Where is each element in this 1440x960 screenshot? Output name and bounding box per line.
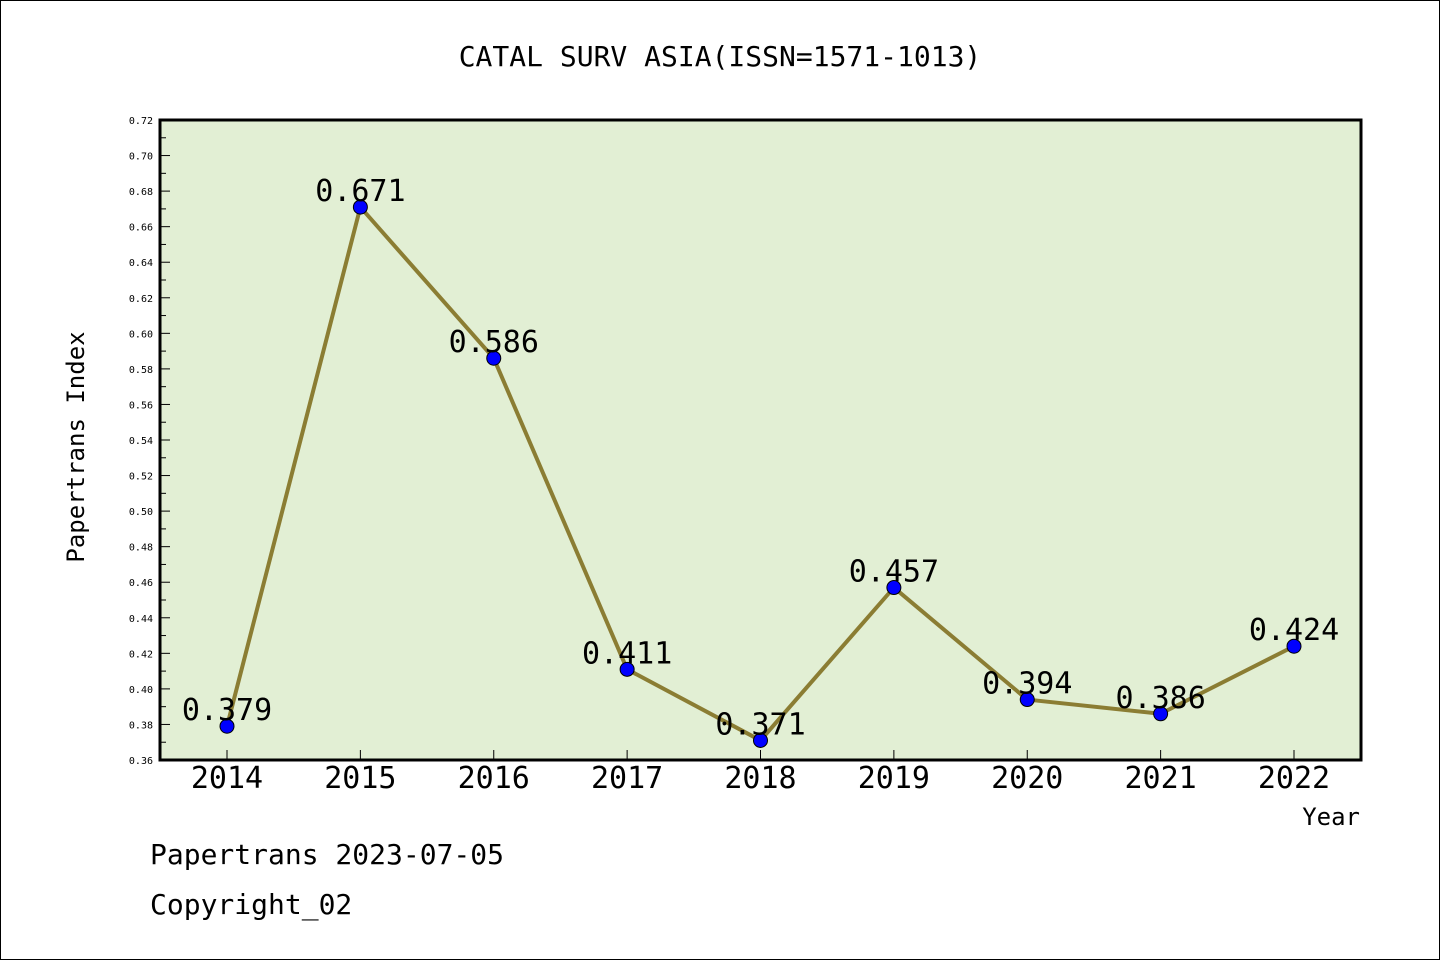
x-tick-label: 2015	[324, 761, 396, 796]
y-tick-label: 0.38	[129, 720, 153, 731]
data-point	[352, 199, 368, 215]
x-tick-label: 2019	[858, 761, 930, 796]
x-axis-label: Year	[1302, 803, 1360, 831]
y-tick-label: 0.42	[129, 649, 153, 660]
data-point	[486, 350, 502, 366]
plot-area	[160, 120, 1361, 760]
y-axis-label: Papertrans Index	[62, 331, 90, 562]
y-tick-label: 0.58	[129, 365, 153, 376]
x-tick-label: 2017	[591, 761, 663, 796]
y-tick-label: 0.70	[129, 152, 153, 163]
y-tick-label: 0.44	[129, 614, 153, 625]
plot-border	[158, 118, 1363, 762]
y-tick-label: 0.46	[129, 578, 153, 589]
y-axis: 0.36 0.38 0.40 0.42 0.44 0.46 0.48 0.50 0.52 0.54…	[129, 116, 170, 767]
chart-title: CATAL SURV ASIA(ISSN=1571-1013)	[459, 40, 982, 73]
data-label: 0.411	[582, 636, 672, 671]
data-label: 0.379	[182, 693, 272, 728]
x-tick-label: 2020	[991, 761, 1063, 796]
y-tick-label: 0.40	[129, 685, 153, 696]
data-label: 0.394	[982, 667, 1072, 702]
y-tick-label: 0.52	[129, 472, 153, 483]
x-tick-label: 2022	[1258, 761, 1330, 796]
y-tick-label: 0.56	[129, 400, 153, 411]
y-tick-label: 0.64	[129, 258, 153, 269]
data-label: 0.424	[1249, 613, 1339, 648]
y-tick-label: 0.62	[129, 294, 153, 305]
y-tick-label: 0.48	[129, 543, 153, 554]
y-tick-label: 0.66	[129, 223, 153, 234]
x-tick-label: 2018	[724, 761, 796, 796]
y-tick-label: 0.50	[129, 507, 153, 518]
data-point	[1286, 638, 1302, 654]
y-tick-label: 0.72	[129, 116, 153, 127]
footer-date: Papertrans 2023-07-05	[150, 838, 504, 871]
x-tick-label: 2021	[1125, 761, 1197, 796]
y-tick-label: 0.60	[129, 329, 153, 340]
y-tick-label: 0.36	[129, 756, 153, 767]
data-point	[219, 718, 235, 734]
y-tick-label: 0.68	[129, 187, 153, 198]
footer-copyright: Copyright_02	[150, 888, 352, 922]
x-axis: 2014 2015 2016 2017 2018 2019 2020 2021 2022	[191, 750, 1330, 796]
data-point	[619, 661, 635, 677]
data-point	[753, 732, 768, 748]
x-tick-label: 2016	[458, 761, 530, 796]
data-label: 0.386	[1115, 681, 1205, 716]
data-labels: 0.379 0.671 0.586 0.411 0.371 0.457 0.394 0.386…	[182, 174, 1339, 742]
x-tick-label: 2014	[191, 761, 263, 796]
data-label: 0.671	[315, 174, 405, 209]
data-point	[1153, 706, 1169, 722]
data-points	[219, 199, 1302, 748]
data-label: 0.371	[715, 707, 805, 742]
data-label: 0.586	[449, 325, 539, 360]
data-point	[1019, 692, 1035, 708]
data-label: 0.457	[849, 555, 939, 590]
data-point	[886, 580, 902, 596]
y-tick-label: 0.54	[129, 436, 153, 447]
